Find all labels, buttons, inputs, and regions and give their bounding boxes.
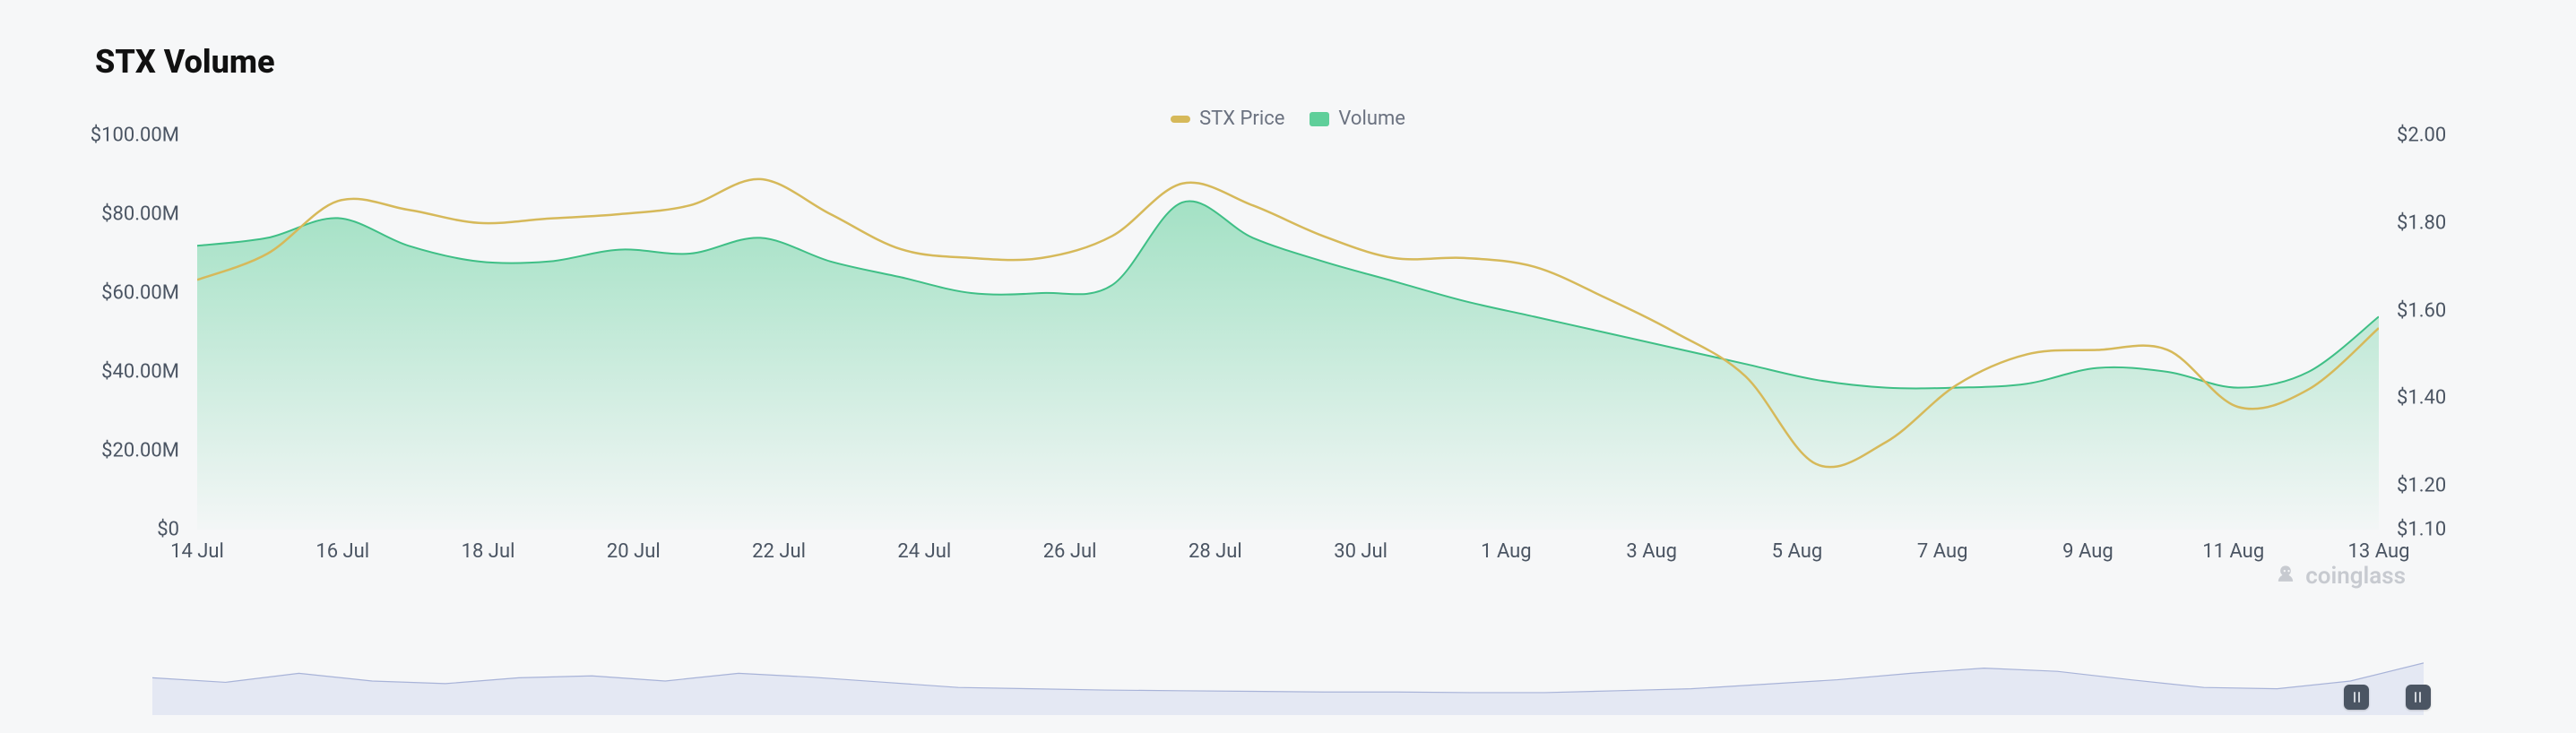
x-tick: 18 Jul xyxy=(462,540,515,563)
minimap-chart[interactable] xyxy=(152,643,2424,715)
x-tick: 9 Aug xyxy=(2062,540,2114,563)
x-tick: 28 Jul xyxy=(1189,540,1242,563)
y-left-tick: $60.00M xyxy=(54,282,179,305)
y-left-tick: $20.00M xyxy=(54,440,179,462)
x-tick: 7 Aug xyxy=(1917,540,1968,563)
legend-swatch-volume xyxy=(1310,112,1329,126)
legend-label-volume: Volume xyxy=(1338,108,1405,130)
x-tick: 13 Aug xyxy=(2348,540,2410,563)
main-chart[interactable]: $0$20.00M$40.00M$60.00M$80.00M$100.00M $… xyxy=(45,135,2531,565)
x-tick: 3 Aug xyxy=(1626,540,1677,563)
page-title: STX Volume xyxy=(95,43,2531,81)
x-tick: 30 Jul xyxy=(1334,540,1387,563)
legend-label-price: STX Price xyxy=(1199,108,1284,130)
coinglass-icon xyxy=(2273,564,2298,589)
y-right-tick: $1.20 xyxy=(2397,475,2522,497)
brush-handle-left[interactable] xyxy=(2344,685,2369,710)
x-tick: 26 Jul xyxy=(1043,540,1097,563)
x-tick: 20 Jul xyxy=(607,540,661,563)
y-right-tick: $2.00 xyxy=(2397,125,2522,147)
chart-plot-area[interactable] xyxy=(197,135,2379,530)
legend-item-volume[interactable]: Volume xyxy=(1310,108,1405,130)
watermark: coinglass xyxy=(2273,563,2406,590)
y-left-tick: $100.00M xyxy=(54,125,179,147)
x-axis: 14 Jul16 Jul18 Jul20 Jul22 Jul24 Jul26 J… xyxy=(197,540,2379,567)
x-tick: 24 Jul xyxy=(897,540,951,563)
x-tick: 1 Aug xyxy=(1481,540,1532,563)
legend-swatch-price xyxy=(1171,116,1190,123)
y-left-tick: $80.00M xyxy=(54,203,179,226)
minimap-area xyxy=(152,663,2424,715)
y-left-tick: $40.00M xyxy=(54,361,179,384)
x-tick: 14 Jul xyxy=(170,540,224,563)
chart-legend: STX Price Volume xyxy=(45,108,2531,130)
watermark-text: coinglass xyxy=(2305,563,2406,590)
x-tick: 22 Jul xyxy=(752,540,806,563)
x-tick: 16 Jul xyxy=(316,540,369,563)
y-axis-left: $0$20.00M$40.00M$60.00M$80.00M$100.00M xyxy=(54,135,179,530)
y-right-tick: $1.80 xyxy=(2397,211,2522,234)
x-tick: 5 Aug xyxy=(1772,540,1823,563)
y-axis-right: $1.10$1.20$1.40$1.60$1.80$2.00 xyxy=(2397,135,2522,530)
x-tick: 11 Aug xyxy=(2202,540,2264,563)
y-left-tick: $0 xyxy=(54,519,179,541)
y-right-tick: $1.60 xyxy=(2397,299,2522,322)
legend-item-price[interactable]: STX Price xyxy=(1171,108,1284,130)
y-right-tick: $1.40 xyxy=(2397,387,2522,410)
y-right-tick: $1.10 xyxy=(2397,519,2522,541)
brush-handle-right[interactable] xyxy=(2406,685,2431,710)
